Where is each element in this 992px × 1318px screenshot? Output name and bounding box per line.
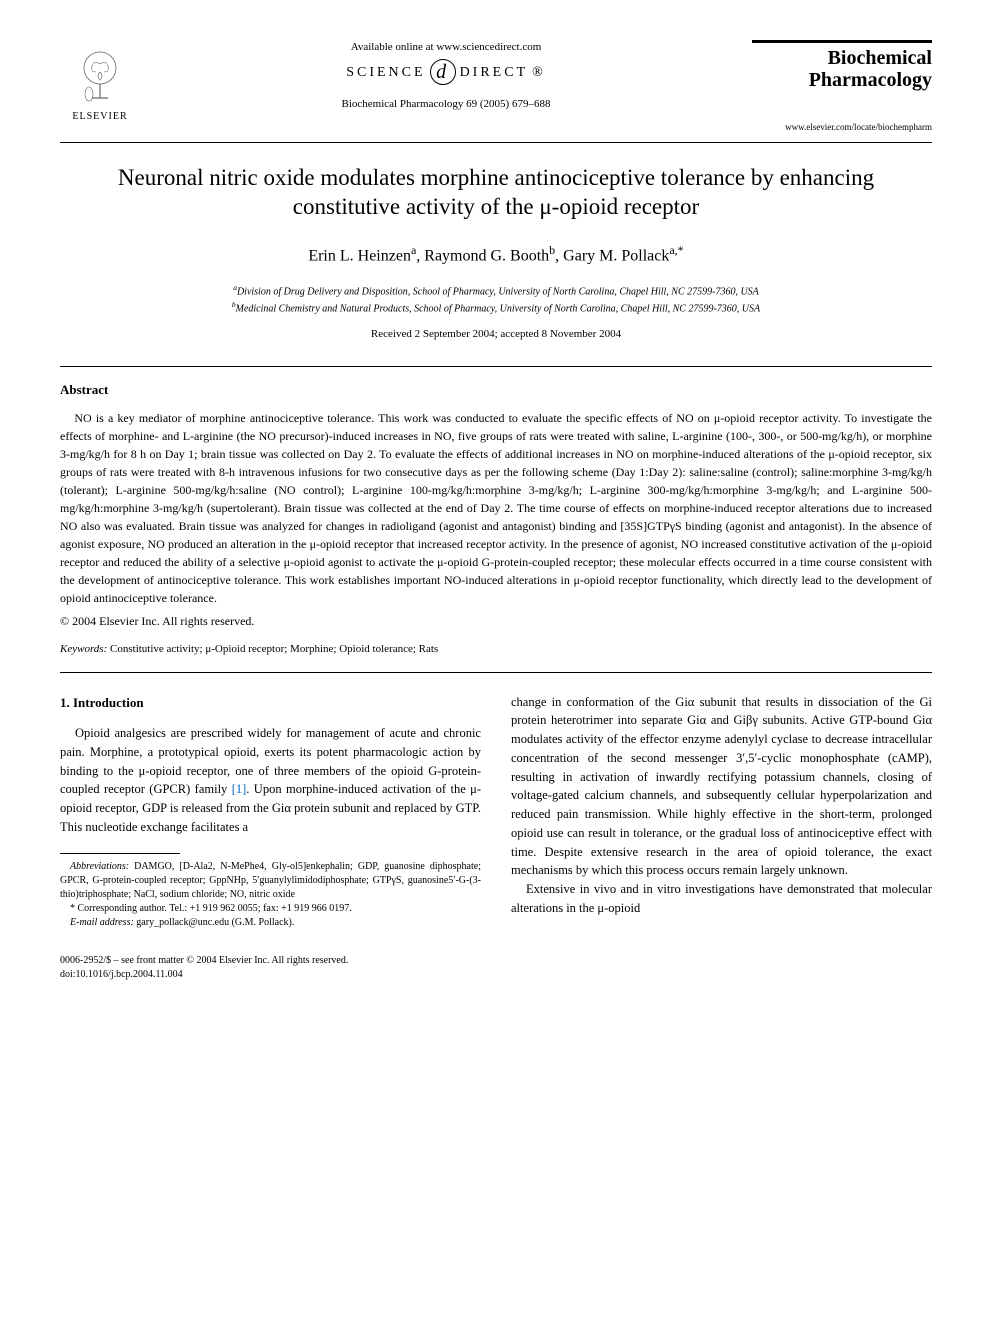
doi-line: doi:10.1016/j.bcp.2004.11.004 [60,968,348,982]
abstract-text: NO is a key mediator of morphine antinoc… [60,409,932,607]
page-footer: 0006-2952/$ – see front matter © 2004 El… [60,954,932,982]
header-divider [60,142,932,143]
keywords-line: Keywords: Constitutive activity; μ-Opioi… [60,642,932,657]
sd-regmark: ® [532,63,546,83]
elsevier-tree-icon [70,46,130,106]
journal-name: Biochemical Pharmacology [752,40,932,91]
journal-title-box: Biochemical Pharmacology www.elsevier.co… [752,40,932,134]
authors-line: Erin L. Heinzena, Raymond G. Boothb, Gar… [60,242,932,268]
elsevier-label: ELSEVIER [72,110,127,124]
abstract-heading: Abstract [60,381,932,399]
email-footnote: E-mail address: gary_pollack@unc.edu (G.… [60,916,481,930]
sd-word2: DIRECT [460,63,529,83]
keywords-label: Keywords: [60,643,107,655]
available-online-text: Available online at www.sciencedirect.co… [160,40,732,55]
issn-line: 0006-2952/$ – see front matter © 2004 El… [60,954,348,968]
footer-left: 0006-2952/$ – see front matter © 2004 El… [60,954,348,982]
left-column: 1. Introduction Opioid analgesics are pr… [60,693,481,930]
abstract-copyright: © 2004 Elsevier Inc. All rights reserved… [60,613,932,630]
article-dates: Received 2 September 2004; accepted 8 No… [60,327,932,342]
affiliations: aDivision of Drug Delivery and Dispositi… [60,282,932,317]
article-title: Neuronal nitric oxide modulates morphine… [100,163,892,223]
body-columns: 1. Introduction Opioid analgesics are pr… [60,693,932,930]
science-direct-logo: SCIENCE d DIRECT ® [160,59,732,85]
citation-line: Biochemical Pharmacology 69 (2005) 679–6… [160,97,732,112]
keywords-values: Constitutive activity; μ-Opioid receptor… [110,643,438,655]
journal-url: www.elsevier.com/locate/biochempharm [752,121,932,134]
intro-para-1: Opioid analgesics are prescribed widely … [60,724,481,837]
affiliation-a: aDivision of Drug Delivery and Dispositi… [60,282,932,299]
header-center: Available online at www.sciencedirect.co… [140,40,752,113]
intro-para-2: change in conformation of the Giα subuni… [511,693,932,881]
sd-d-icon: d [430,59,456,85]
abstract-top-divider [60,366,932,367]
page-header: ELSEVIER Available online at www.science… [60,40,932,134]
footnote-divider [60,853,180,854]
intro-para-3: Extensive in vivo and in vitro investiga… [511,880,932,918]
corresponding-footnote: * Corresponding author. Tel.: +1 919 962… [60,902,481,916]
elsevier-logo: ELSEVIER [60,40,140,130]
right-column: change in conformation of the Giα subuni… [511,693,932,930]
affiliation-b: bMedicinal Chemistry and Natural Product… [60,299,932,316]
footnotes-block: Abbreviations: DAMGO, [D-Ala2, N-MePhe4,… [60,860,481,930]
sd-word1: SCIENCE [346,63,425,83]
keywords-divider [60,672,932,673]
abbreviations-footnote: Abbreviations: DAMGO, [D-Ala2, N-MePhe4,… [60,860,481,902]
intro-heading: 1. Introduction [60,693,481,713]
